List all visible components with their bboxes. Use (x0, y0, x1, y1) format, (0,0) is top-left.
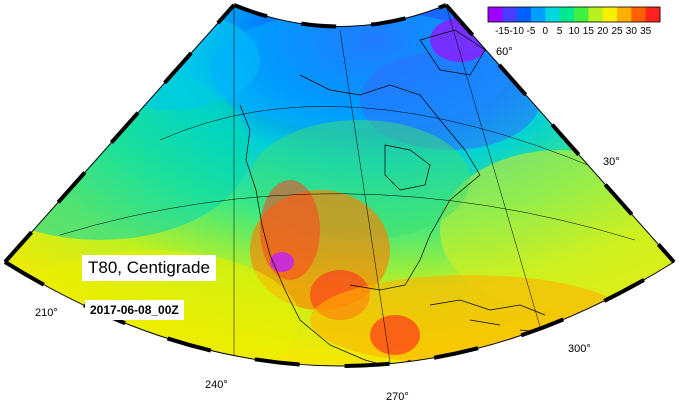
colorbar-cell (559, 7, 575, 22)
colorbar-cell (488, 7, 503, 22)
coastlines (239, 29, 546, 366)
colorbar-cell (516, 7, 532, 22)
colorbar-tick-label: 20 (597, 26, 609, 37)
lon-label-300: 300° (568, 343, 591, 355)
lon-label-270: 270° (386, 391, 409, 403)
lat-label-60: 60° (496, 46, 513, 58)
colorbar: -15 -10 -5 0 5 10 15 20 25 30 35 (487, 6, 661, 37)
colorbar-cell (574, 7, 589, 22)
colorbar-cell (531, 7, 546, 22)
colorbar-tick-label: 25 (611, 26, 623, 37)
colorbar-tick-label: 15 (583, 26, 595, 37)
colorbar-tick-label: 35 (640, 26, 652, 37)
colorbar-tick-label: -5 (527, 26, 536, 37)
colorbar-tick-label: 5 (557, 26, 563, 37)
variable-title: T80, Centigrade (82, 255, 216, 281)
colorbar-cell (502, 7, 518, 22)
lon-label-210: 210° (35, 307, 58, 319)
colorbar-tick-label: -10 (509, 26, 524, 37)
colorbar-tick-label: 0 (543, 26, 549, 37)
date-title: 2017-06-08_00Z (85, 300, 184, 320)
lon-label-240: 240° (205, 379, 228, 391)
colorbar-cell (588, 7, 604, 22)
colorbar-cell (645, 7, 661, 22)
colorbar-cell (602, 7, 618, 22)
lat-label-30: 30° (603, 156, 620, 168)
colorbar-cell (545, 7, 561, 22)
colorbar-tick-label: -15 (495, 26, 510, 37)
colorbar-tick-label: 10 (568, 26, 580, 37)
colorbar-cell (631, 7, 647, 22)
colorbar-tick-label: 30 (626, 26, 638, 37)
colorbar-cell (617, 7, 632, 22)
